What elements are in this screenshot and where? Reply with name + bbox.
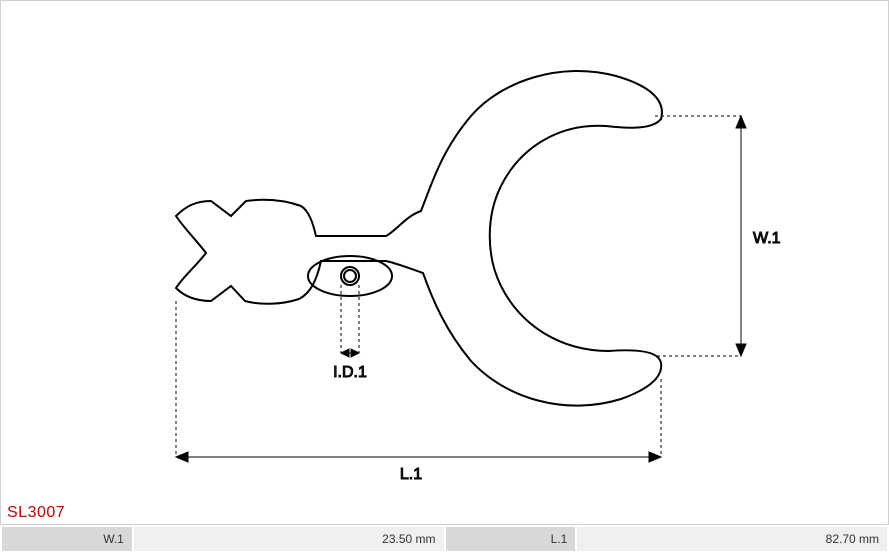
dim-label-id1: I.D.1 [333,364,367,381]
dimension-w1: W.1 [655,116,781,356]
dim-label-l1: L.1 [400,466,422,483]
meas-val-1: 82.70 mm [577,527,887,551]
diagram-container: L.1 W.1 I.D.1 SL3007 [0,0,889,525]
meas-name-1: L.1 [446,527,576,551]
dim-label-w1: W.1 [753,230,781,247]
dimension-l1: L.1 [176,301,661,483]
meas-val-0: 23.50 mm [134,527,444,551]
meas-name-0: W.1 [2,527,132,551]
part-number: SL3007 [7,504,65,522]
dimension-id1: I.D.1 [333,285,367,381]
part-outline [176,71,662,406]
measurements-table: W.1 23.50 mm L.1 82.70 mm [2,527,887,551]
technical-drawing: L.1 W.1 I.D.1 [1,1,889,501]
